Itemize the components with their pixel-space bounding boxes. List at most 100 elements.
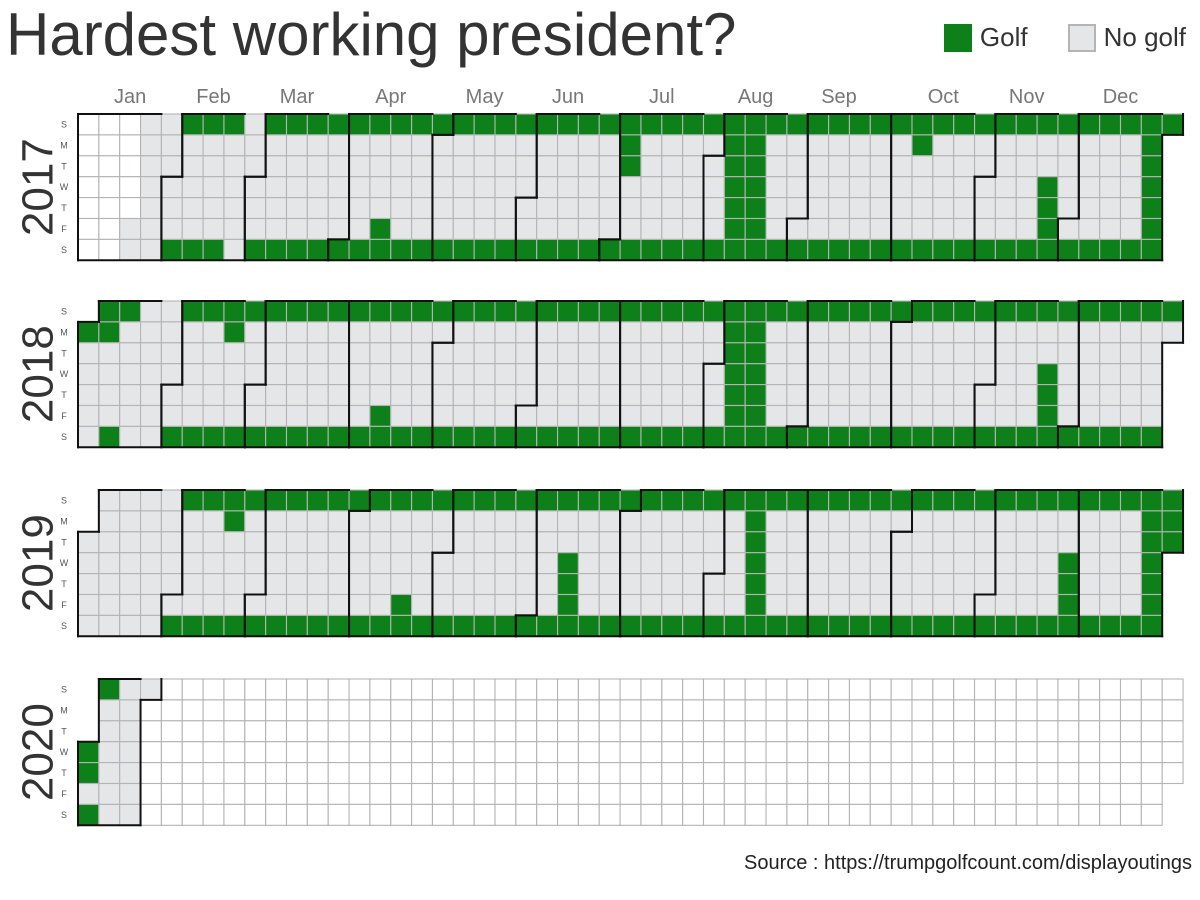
day-cell (1099, 678, 1122, 701)
day-cell (1015, 552, 1038, 575)
day-cell (390, 699, 413, 722)
day-cell (848, 510, 871, 533)
day-cell (661, 342, 684, 365)
day-cell (869, 404, 892, 427)
day-cell (765, 573, 788, 596)
day-cell (536, 134, 559, 157)
day-cell (723, 134, 746, 157)
day-cell (160, 552, 183, 575)
day-cell (890, 176, 913, 199)
day-cell (223, 425, 246, 448)
day-cell (306, 113, 329, 136)
day-cell (160, 342, 183, 365)
day-cell (661, 176, 684, 199)
day-cell (431, 803, 454, 826)
day-cell (848, 384, 871, 407)
day-cell (932, 720, 955, 743)
day-cell (869, 384, 892, 407)
day-cell (536, 176, 559, 199)
day-cell (973, 404, 996, 427)
day-cell (932, 552, 955, 575)
day-cell (890, 803, 913, 826)
day-cell (1140, 552, 1163, 575)
day-cell (1140, 593, 1163, 616)
day-cell (953, 425, 976, 448)
day-cell (431, 531, 454, 554)
day-cell (682, 217, 705, 240)
year-label-2018: 2018 (14, 325, 63, 423)
day-cell (744, 699, 767, 722)
day-cell (202, 593, 225, 616)
day-cell (1099, 510, 1122, 533)
day-cell (723, 720, 746, 743)
day-cell (431, 720, 454, 743)
day-cell (973, 593, 996, 616)
day-cell (807, 197, 830, 220)
day-cell (473, 176, 496, 199)
day-cell (411, 238, 434, 261)
day-cell (1099, 238, 1122, 261)
day-cell (327, 321, 350, 344)
day-cell (306, 425, 329, 448)
day-cell (911, 113, 934, 136)
day-cell (723, 363, 746, 386)
day-cell (994, 404, 1017, 427)
day-cell (98, 321, 121, 344)
day-cell (1078, 489, 1101, 512)
weekday-label: F (61, 224, 67, 234)
day-cell (1119, 176, 1142, 199)
day-cell (848, 552, 871, 575)
day-cell (828, 217, 850, 240)
day-cell (348, 176, 371, 199)
day-cell (494, 593, 517, 616)
day-cell (160, 782, 183, 805)
day-cell (786, 113, 809, 136)
day-cell (869, 552, 892, 575)
day-cell (1140, 803, 1163, 826)
day-cell (786, 552, 809, 575)
day-cell (369, 803, 392, 826)
day-cell (98, 217, 121, 240)
day-cell (202, 217, 225, 240)
day-cell (77, 238, 100, 261)
day-cell (953, 197, 976, 220)
legend-item-no-golf: No golf (1067, 22, 1186, 53)
day-cell (160, 425, 183, 448)
day-cell (932, 573, 955, 596)
day-cell (98, 489, 121, 512)
day-cell (140, 803, 162, 826)
day-cell (160, 803, 183, 826)
day-cell (515, 614, 538, 637)
day-cell (98, 384, 121, 407)
day-cell (160, 720, 183, 743)
day-cell (452, 552, 475, 575)
day-cell (994, 155, 1017, 178)
day-cell (890, 573, 913, 596)
day-cell (160, 384, 183, 407)
day-cell (265, 510, 288, 533)
day-cell (181, 197, 204, 220)
day-cell (1078, 678, 1101, 701)
day-cell (1078, 134, 1101, 157)
day-cell (244, 176, 267, 199)
day-cell (973, 803, 996, 826)
day-cell (911, 573, 934, 596)
day-cell (98, 510, 121, 533)
day-cell (77, 342, 100, 365)
day-cell (327, 531, 350, 554)
day-cell (285, 699, 308, 722)
day-cell (306, 510, 329, 533)
weekday-label: S (61, 810, 67, 820)
day-cell (702, 197, 725, 220)
day-cell (619, 803, 642, 826)
day-cell (828, 197, 850, 220)
day-cell (327, 197, 350, 220)
day-cell (390, 134, 413, 157)
day-cell (765, 720, 788, 743)
day-cell (1057, 762, 1080, 785)
day-cell (348, 217, 371, 240)
day-cell (1099, 573, 1122, 596)
day-cell (890, 197, 913, 220)
day-cell (1057, 113, 1080, 136)
day-cell (1140, 678, 1163, 701)
